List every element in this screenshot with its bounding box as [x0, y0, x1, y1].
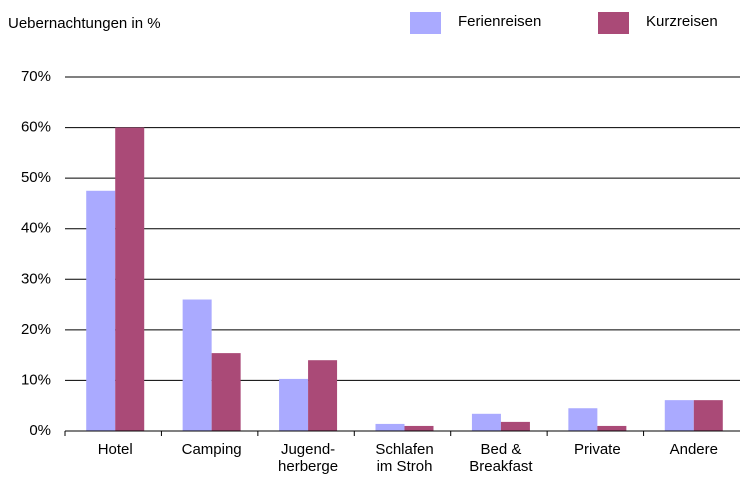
y-tick-label: 70% [21, 68, 51, 85]
legend-swatch [598, 12, 629, 34]
bar [471, 413, 501, 431]
y-tick-label: 0% [29, 422, 51, 439]
bar [568, 408, 598, 431]
y-tick-label: 50% [21, 169, 51, 186]
bar [115, 127, 145, 432]
bar [86, 190, 116, 431]
x-tick-label: Bed & Breakfast [469, 441, 533, 475]
x-tick-label: Andere [669, 441, 718, 458]
bar [404, 425, 434, 431]
legend-swatch [410, 12, 441, 34]
x-tick-label: Schlafen im Stroh [375, 441, 434, 475]
bar [211, 353, 241, 431]
x-tick-label: Camping [181, 441, 242, 458]
y-tick-label: 10% [21, 371, 51, 388]
legend-label: Kurzreisen [646, 13, 718, 30]
x-tick-label: Private [574, 441, 621, 458]
bar [597, 425, 627, 431]
y-tick-label: 60% [21, 119, 51, 136]
bar [693, 400, 723, 431]
legend-label: Ferienreisen [458, 13, 541, 30]
y-tick-label: 30% [21, 270, 51, 287]
bar [279, 378, 309, 431]
bar [308, 360, 338, 431]
y-tick-label: 40% [21, 220, 51, 237]
bar [500, 421, 530, 431]
x-tick-label: Hotel [97, 441, 133, 458]
bar [664, 400, 694, 431]
y-tick-label: 20% [21, 321, 51, 338]
chart-title: Uebernachtungen in % [8, 15, 161, 32]
bar [375, 423, 405, 431]
x-tick-label: Jugend- herberge [278, 441, 339, 475]
bar [182, 299, 212, 431]
